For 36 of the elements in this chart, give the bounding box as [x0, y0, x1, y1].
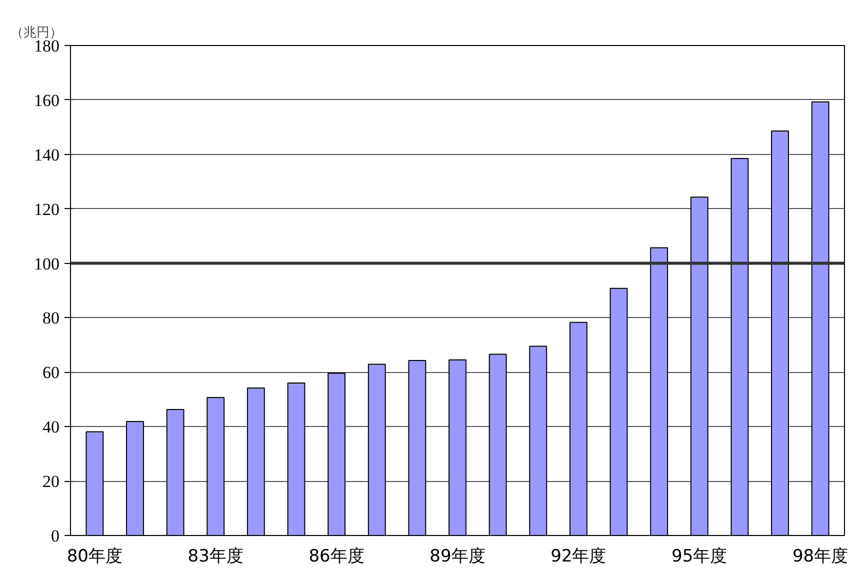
bar: [86, 431, 104, 536]
bar: [206, 396, 225, 536]
bar: [448, 359, 466, 536]
y-axis-title: （兆円）: [10, 26, 62, 40]
x-tick-label: 86年度: [308, 546, 364, 566]
x-tick-label: 83年度: [188, 546, 244, 566]
x-tick-label: 92年度: [550, 546, 606, 566]
bar: [529, 346, 548, 536]
y-tick-label: 140: [34, 145, 60, 164]
bar: [690, 196, 708, 536]
bar: [368, 364, 386, 536]
bar: [488, 354, 507, 536]
y-tick-label: 160: [34, 90, 60, 110]
x-tick-label: 80年度: [66, 546, 123, 566]
bar: [126, 420, 144, 536]
x-tick-label: 98年度: [792, 546, 848, 566]
y-tick-label: 20: [42, 472, 60, 492]
bar: [246, 387, 265, 536]
x-tick-label: 95年度: [672, 546, 728, 566]
y-tick-label: 60: [42, 363, 60, 382]
bar: [650, 247, 668, 536]
y-tick-label: 0: [51, 526, 60, 546]
y-tick-label: 120: [34, 200, 60, 219]
bar: [328, 372, 346, 536]
bar: [166, 408, 184, 536]
x-tick-label: 89年度: [430, 546, 486, 566]
bar: [287, 382, 306, 536]
y-tick-label: 40: [42, 418, 60, 437]
bar: [811, 101, 830, 536]
bar: [408, 360, 426, 536]
bar: [610, 288, 628, 536]
bar: [730, 158, 749, 536]
bar: [569, 322, 588, 536]
y-tick-label: 100: [34, 254, 60, 274]
y-tick-label: 80: [42, 308, 60, 328]
bar: [771, 130, 789, 536]
